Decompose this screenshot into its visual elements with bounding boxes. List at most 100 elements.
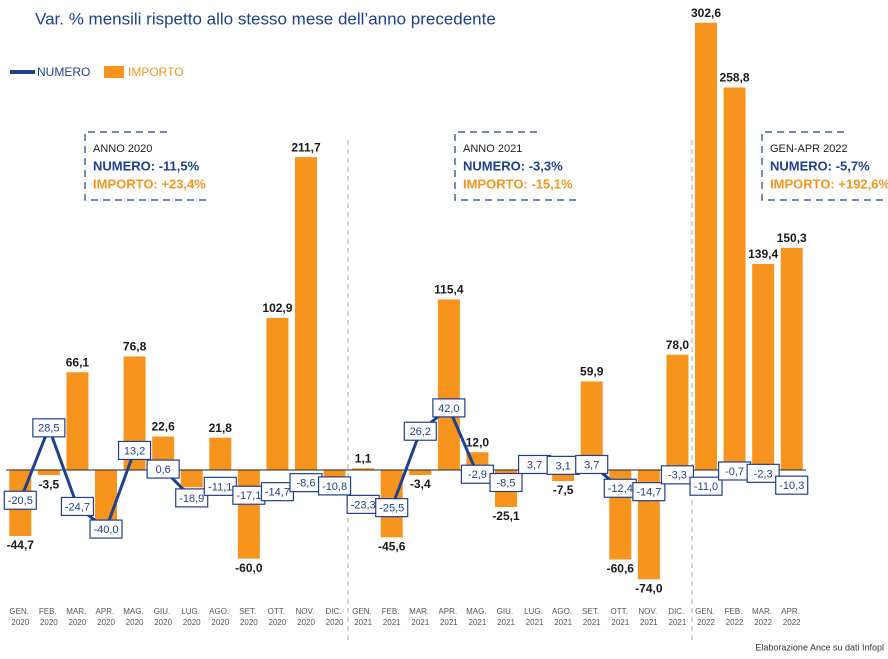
bar (209, 437, 232, 470)
x-tick-part: 2020 (154, 618, 172, 627)
bar-label: -25,1 (492, 509, 520, 523)
line-label: 3,7 (584, 459, 599, 471)
x-tick-part: AGO. (552, 607, 574, 616)
x-tick-label: GEN. 2022 (695, 607, 717, 627)
line-label: -10,8 (322, 481, 347, 493)
bar-label: -45,6 (378, 540, 406, 554)
x-tick-part: GEN. (9, 607, 31, 616)
bar-label: -7,5 (553, 483, 574, 497)
x-tick-label: FEB. 2021 (382, 607, 402, 627)
x-tick-part: APR. (438, 607, 459, 616)
x-tick-label: MAG. 2021 (466, 607, 489, 627)
annotation-frame (84, 131, 210, 201)
x-tick-label: SET. 2020 (239, 607, 258, 627)
x-tick-part: 2022 (697, 618, 715, 627)
bar (752, 263, 775, 470)
line-label: 42,0 (438, 403, 459, 415)
legend-label: NUMERO (37, 65, 90, 79)
line-label: 13,2 (124, 445, 145, 457)
line-label-box (89, 519, 123, 539)
bar-label: 66,1 (66, 355, 90, 369)
bar (180, 469, 203, 488)
x-tick-label: LUG. 2020 (181, 607, 202, 627)
bar-label: 115,4 (434, 283, 464, 297)
x-tick-label: LUG. 2021 (524, 607, 545, 627)
bar (95, 469, 117, 520)
x-tick-label: AGO. 2020 (209, 607, 231, 627)
x-tick-label: MAR. 2020 (66, 607, 88, 627)
line-label-box (575, 454, 609, 475)
x-tick-part: APR. (96, 607, 117, 616)
x-tick-part: 2022 (783, 618, 801, 627)
bar-label: 139,4 (748, 247, 778, 261)
x-tick-part: 2021 (440, 618, 458, 627)
line-label: 3,7 (527, 459, 542, 471)
x-tick-part: LUG. (181, 607, 202, 616)
x-tick-label: MAG. 2020 (123, 607, 146, 627)
x-tick-part: APR. (781, 607, 802, 616)
line-label: -23,3 (351, 499, 376, 511)
x-tick-part: 2020 (40, 618, 58, 627)
legend-swatch (104, 66, 124, 78)
x-tick-part: 2020 (11, 618, 29, 627)
x-tick-label: APR. 2020 (96, 607, 117, 627)
bar-label: 258,8 (720, 71, 750, 85)
line-label: -11,0 (694, 481, 718, 493)
x-tick-label: GIU. 2020 (154, 607, 173, 627)
x-tick-part: MAG. (123, 607, 146, 616)
bar-label: 76,8 (123, 340, 147, 354)
x-tick-label: GIU. 2021 (497, 607, 516, 627)
bar (266, 317, 289, 470)
bar (580, 381, 603, 470)
line-label: -18,9 (179, 493, 204, 505)
x-tick-label: NOV. 2021 (638, 607, 659, 627)
x-tick-label: NOV. 2020 (295, 607, 316, 627)
bar-label: -3,4 (410, 477, 431, 491)
bar-label: 22,6 (151, 420, 175, 434)
legend-label: IMPORTO (128, 65, 184, 79)
annotation-title: GEN-APR 2022 (770, 143, 848, 155)
annotation-title: ANNO 2021 (463, 143, 522, 155)
annotation-frame (454, 131, 580, 201)
line-label: -11,1 (208, 481, 232, 493)
x-tick-part: GEN. (352, 607, 374, 616)
x-tick-part: OTT. (268, 607, 288, 616)
line-label: -3,3 (668, 470, 687, 482)
line-label-box (117, 440, 152, 461)
x-tick-label: APR. 2022 (781, 607, 802, 627)
bar (323, 469, 346, 479)
x-tick-label: MAR. 2021 (409, 607, 431, 627)
line-label: -8,6 (297, 478, 316, 490)
line-label-box (689, 476, 723, 496)
annotation-title: ANNO 2020 (93, 143, 152, 155)
x-tick-label: OTT. 2021 (611, 607, 631, 627)
x-tick-label: SET. 2021 (582, 607, 601, 627)
line-label-box (746, 463, 780, 483)
x-tick-part: 2020 (297, 618, 315, 627)
x-tick-label: GEN. 2021 (352, 607, 374, 627)
line-label: 0,6 (155, 464, 170, 476)
annotation-frame (761, 131, 887, 201)
bar-label: 211,7 (291, 140, 321, 154)
line-label-box (489, 472, 523, 493)
x-tick-label: DIC. 2020 (325, 607, 344, 627)
x-tick-part: 2021 (497, 618, 515, 627)
annotation-line: IMPORTO: +23,4% (93, 176, 206, 191)
x-tick-part: DIC. (325, 607, 343, 616)
line-label: -8,5 (497, 477, 516, 489)
bar-label: -3,5 (39, 477, 60, 491)
line-label-box (375, 498, 409, 518)
x-tick-label: MAR. 2022 (752, 607, 774, 627)
annotation-line: NUMERO: -11,5% (93, 158, 200, 173)
x-tick-part: OTT. (611, 607, 631, 616)
annotation-line: NUMERO: -5,7% (770, 158, 870, 173)
x-tick-part: 2021 (383, 618, 401, 627)
x-tick-part: 2020 (97, 618, 115, 627)
x-tick-part: MAG. (466, 607, 489, 616)
x-tick-part: 2021 (411, 618, 429, 627)
x-tick-part: 2021 (469, 618, 487, 627)
line-label: -2,9 (468, 469, 487, 481)
bar-label: 1,1 (355, 451, 372, 465)
line-label-box (317, 476, 352, 496)
bar-label: 59,9 (580, 365, 604, 379)
